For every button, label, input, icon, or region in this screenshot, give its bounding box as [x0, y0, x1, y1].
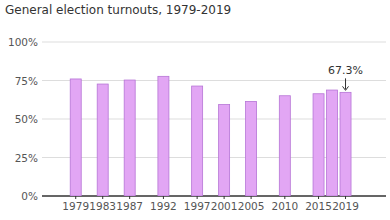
x-tick — [102, 196, 103, 199]
x-tick — [284, 196, 285, 199]
x-tick-label: 2010 — [271, 200, 298, 212]
bar — [97, 84, 108, 196]
x-tick-label: 2015 — [305, 200, 332, 212]
x-tick — [224, 196, 225, 199]
x-tick-label: 1979 — [62, 200, 89, 212]
x-tick-label: 1983 — [89, 200, 116, 212]
annotation-arrowhead — [343, 86, 349, 90]
y-tick-label: 50% — [15, 113, 38, 125]
bar — [124, 80, 135, 196]
title: General election turnouts, 1979-2019 — [5, 3, 231, 17]
chart-container: General election turnouts, 1979-2019 0% 25… — [0, 0, 390, 220]
x-tick — [75, 196, 76, 199]
y-tick-label: 25% — [15, 152, 38, 164]
x-tick — [251, 196, 252, 199]
x-tick — [318, 196, 319, 199]
x-tick-label: 2019 — [332, 200, 359, 212]
bar — [192, 86, 203, 196]
x-tick — [129, 196, 130, 199]
bars — [70, 76, 351, 196]
bar — [279, 96, 290, 196]
y-tick-label: 0% — [21, 190, 38, 202]
x-tick — [197, 196, 198, 199]
x-tick-label: 1987 — [116, 200, 143, 212]
grid-line — [42, 80, 386, 81]
grid-line — [42, 42, 386, 43]
annotation-arrow — [345, 78, 346, 89]
x-tick-label: 1997 — [184, 200, 211, 212]
annotation: 67.3% — [328, 64, 363, 77]
bar — [70, 79, 81, 196]
bar — [219, 105, 230, 196]
bar — [313, 94, 324, 196]
x-tick — [345, 196, 346, 199]
y-tick-label: 75% — [15, 75, 38, 87]
bar — [158, 76, 169, 196]
x-tick-label: 2005 — [238, 200, 265, 212]
x-tick-label: 2001 — [211, 200, 238, 212]
y-tick-label: 100% — [8, 36, 38, 48]
x-tick — [163, 196, 164, 199]
bar — [246, 101, 257, 196]
x-tick-label: 1992 — [150, 200, 177, 212]
bar — [327, 90, 338, 196]
chart-svg: General election turnouts, 1979-2019 0% 25… — [0, 0, 390, 220]
bar — [340, 92, 351, 196]
